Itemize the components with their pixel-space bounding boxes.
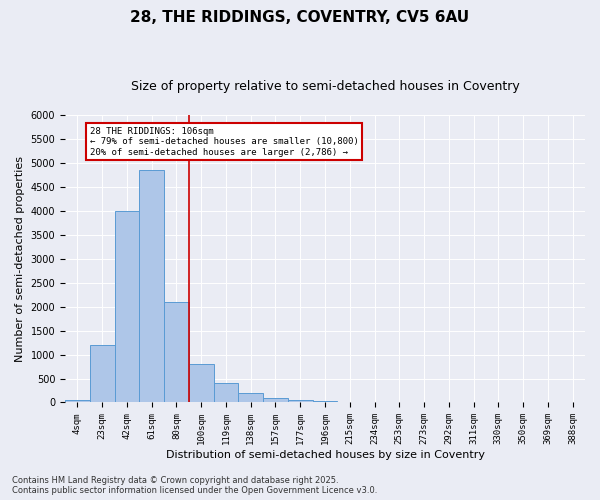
Bar: [214, 384, 238, 402]
Title: Size of property relative to semi-detached houses in Coventry: Size of property relative to semi-detach…: [131, 80, 520, 93]
Bar: [164, 302, 189, 402]
Bar: [65, 400, 90, 402]
Text: 28, THE RIDDINGS, COVENTRY, CV5 6AU: 28, THE RIDDINGS, COVENTRY, CV5 6AU: [130, 10, 470, 25]
Y-axis label: Number of semi-detached properties: Number of semi-detached properties: [15, 156, 25, 362]
Bar: [313, 401, 337, 402]
Bar: [288, 400, 313, 402]
Bar: [189, 364, 214, 403]
X-axis label: Distribution of semi-detached houses by size in Coventry: Distribution of semi-detached houses by …: [166, 450, 485, 460]
Text: Contains HM Land Registry data © Crown copyright and database right 2025.
Contai: Contains HM Land Registry data © Crown c…: [12, 476, 377, 495]
Bar: [139, 170, 164, 402]
Bar: [263, 398, 288, 402]
Bar: [238, 393, 263, 402]
Text: 28 THE RIDDINGS: 106sqm
← 79% of semi-detached houses are smaller (10,800)
20% o: 28 THE RIDDINGS: 106sqm ← 79% of semi-de…: [90, 127, 359, 157]
Bar: [90, 345, 115, 403]
Bar: [115, 211, 139, 402]
